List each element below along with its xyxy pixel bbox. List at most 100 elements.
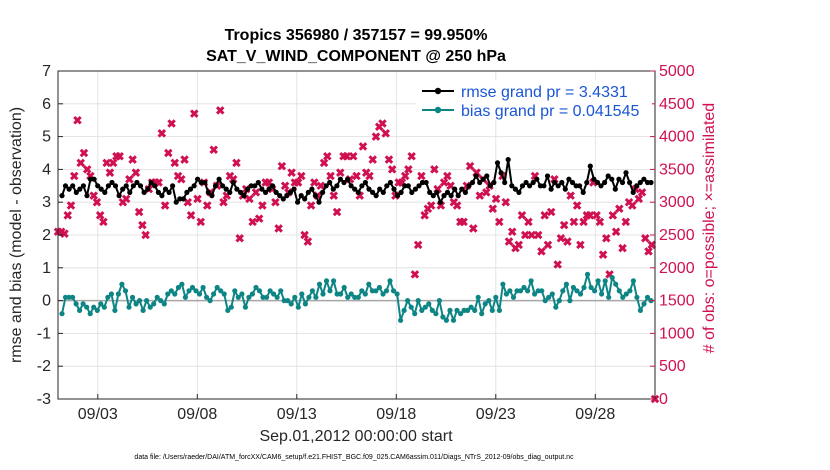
rmse-point — [341, 179, 347, 186]
bias-point — [154, 294, 160, 300]
bias-point — [482, 301, 488, 307]
obs-marker-stroke — [430, 165, 439, 174]
obs-marker — [527, 230, 536, 240]
obs-marker-stroke — [563, 237, 572, 246]
bias-point — [137, 298, 143, 304]
obs-marker — [319, 158, 329, 168]
obs-marker-stroke — [258, 201, 267, 210]
bias-point — [271, 291, 277, 297]
obs-marker — [170, 158, 180, 168]
rmse-point — [387, 179, 393, 186]
obs-marker-stroke — [475, 191, 485, 200]
obs-marker — [533, 230, 543, 240]
obs-marker-stroke — [92, 197, 102, 207]
obs-marker — [141, 230, 150, 240]
bias-point — [172, 291, 178, 297]
bias-point — [161, 301, 167, 307]
obs-marker-stroke — [400, 171, 410, 181]
obs-marker — [306, 201, 316, 210]
bias-point — [510, 294, 517, 300]
rmse-point — [505, 157, 511, 163]
obs-marker — [92, 197, 102, 207]
obs-marker — [537, 247, 546, 256]
rmse-point — [494, 160, 501, 166]
rmse-point — [273, 189, 279, 195]
obs-marker-stroke — [546, 207, 556, 217]
obs-marker — [300, 230, 309, 240]
obs-marker-stroke — [365, 171, 374, 181]
bias-point — [140, 307, 146, 313]
rmse-point — [405, 183, 411, 189]
obs-marker — [99, 217, 108, 227]
obs-marker-stroke — [79, 148, 89, 158]
bias-point — [630, 278, 637, 284]
obs-marker-stroke — [624, 197, 634, 207]
rmse-point — [430, 193, 436, 199]
obs-marker-stroke — [287, 168, 296, 177]
obs-marker — [95, 211, 105, 220]
bias-point — [189, 284, 196, 291]
right-y-ticks: 0 500 1000 1500 2000 2500 3000 3500 4000 4500 5000 — [650, 63, 695, 408]
bias-point — [122, 288, 129, 294]
rmse-point — [637, 179, 643, 186]
obs-marker — [69, 171, 79, 181]
legend-box — [416, 80, 652, 120]
obs-marker — [641, 234, 650, 243]
rmse-point — [62, 183, 69, 189]
bias-point — [193, 288, 199, 294]
legend-rmse-marker — [434, 87, 442, 95]
rmse-point — [109, 179, 115, 186]
obs-marker — [274, 224, 283, 233]
rmse-point — [327, 179, 333, 186]
rmse-point — [337, 176, 343, 182]
obs-marker — [387, 165, 397, 174]
obs-marker — [524, 217, 533, 227]
bias-point — [500, 281, 506, 287]
rmse-point — [427, 189, 433, 195]
bias-point — [292, 294, 298, 300]
obs-marker — [559, 220, 569, 230]
obs-marker — [60, 229, 69, 238]
bias-point — [316, 281, 323, 287]
obs-marker-stroke — [219, 197, 228, 207]
obs-marker — [491, 194, 501, 204]
rmse-point — [373, 193, 379, 199]
obs-marker — [459, 217, 468, 227]
rmse-point — [87, 176, 94, 182]
right-tick-label: 1000 — [659, 325, 695, 342]
bias-point — [345, 294, 351, 300]
bias-point — [574, 288, 580, 294]
rmse-point — [534, 176, 540, 182]
obs-marker-stroke — [504, 237, 514, 246]
rmse-point — [287, 189, 294, 195]
obs-marker — [254, 214, 264, 223]
rmse-point — [259, 186, 265, 192]
rmse-point — [391, 186, 397, 192]
rmse-point — [105, 183, 111, 189]
obs-marker-stroke — [495, 217, 504, 227]
left-tick-label: 6 — [42, 96, 51, 113]
bias-point — [496, 307, 502, 313]
obs-marker — [332, 207, 342, 217]
rmse-point — [262, 189, 269, 195]
rmse-point — [345, 176, 351, 182]
x-tick-label: 09/08 — [177, 406, 217, 423]
bias-point — [359, 288, 365, 294]
rmse-point — [134, 179, 140, 186]
obs-marker — [76, 158, 85, 168]
rmse-point — [516, 189, 522, 195]
bias-point — [249, 291, 255, 297]
rmse-point — [523, 179, 529, 186]
obs-marker — [293, 178, 303, 187]
bias-point — [563, 281, 570, 287]
bias-point — [200, 284, 206, 291]
obs-marker — [413, 240, 423, 250]
chart-subtitle: SAT_V_WIND_COMPONENT @ 250 hPa — [206, 48, 506, 65]
right-tick-label: 0 — [659, 391, 668, 408]
obs-marker — [232, 158, 241, 168]
bias-point — [285, 298, 291, 304]
bias-point — [577, 291, 584, 297]
bias-point — [489, 307, 495, 313]
rmse-point — [177, 196, 183, 202]
rmse-point — [627, 179, 633, 186]
